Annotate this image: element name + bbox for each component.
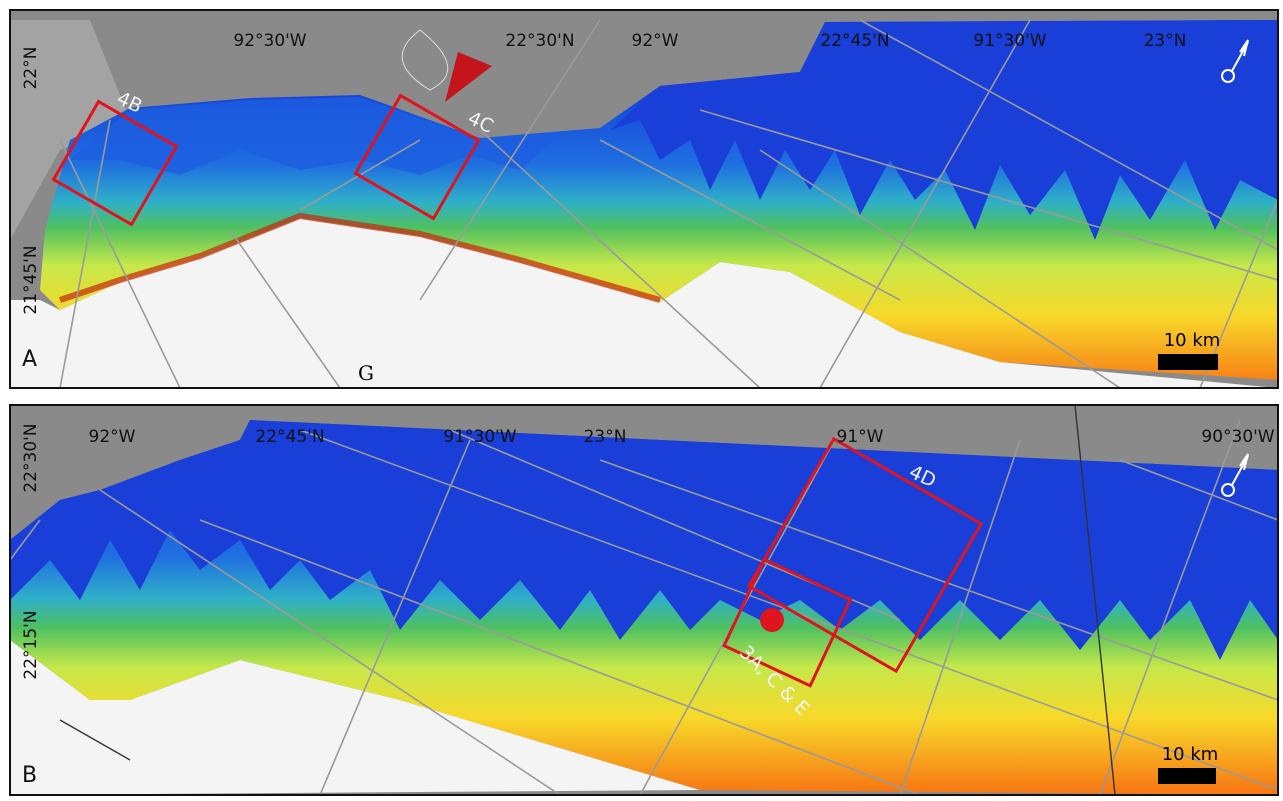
- scale-bar-label: 10 km: [1162, 744, 1219, 765]
- coordinate-label: 23°N: [1144, 31, 1187, 51]
- panel-b-map: [10, 405, 1278, 795]
- coordinate-label: 22°45'N: [820, 31, 889, 51]
- coordinate-label: 92°W: [89, 427, 136, 447]
- panel-label: B: [22, 763, 37, 788]
- coordinate-label: 92°30'W: [233, 31, 306, 51]
- panel-a-map: [10, 10, 1278, 388]
- coordinate-label: 91°30'W: [443, 427, 516, 447]
- place-label: G: [358, 361, 374, 385]
- coordinate-label: 92°W: [632, 31, 679, 51]
- coordinate-label: 22°30'N: [21, 423, 41, 492]
- coordinate-label: 91°W: [837, 427, 884, 447]
- coordinate-label: 21°45'N: [21, 245, 41, 314]
- coordinate-label: 22°30'N: [505, 31, 574, 51]
- scale-bar-label: 10 km: [1164, 330, 1221, 351]
- coordinate-label: 90°30'W: [1201, 427, 1274, 447]
- coordinate-label: 23°N: [584, 427, 627, 447]
- coordinate-label: 22°45'N: [255, 427, 324, 447]
- coordinate-label: 22°N: [21, 47, 41, 90]
- panel-label: A: [22, 347, 37, 372]
- coordinate-label: 91°30'W: [973, 31, 1046, 51]
- figure: 92°30'W 22°30'N 92°W 22°45'N 91°30'W 23°…: [0, 0, 1283, 801]
- coordinate-label: 22°15'N: [21, 610, 41, 679]
